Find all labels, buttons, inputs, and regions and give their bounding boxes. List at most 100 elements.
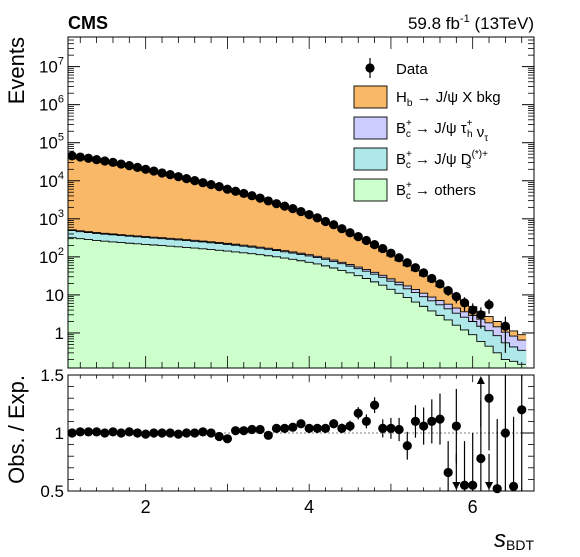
stack-bar (296, 260, 306, 368)
stack-bar (190, 248, 200, 368)
stack-bar (223, 251, 232, 368)
stack-bar (117, 242, 126, 368)
ratio-ticks: 0.5 1 1.5 (40, 366, 534, 501)
ratio-tick-label: 1 (55, 424, 64, 443)
data-point (353, 232, 363, 242)
ratio-point (157, 428, 167, 438)
x-tick-label: 2 (141, 497, 151, 517)
data-point (165, 170, 175, 180)
stack-bar (509, 346, 519, 368)
legend-label-part: s (466, 160, 471, 171)
experiment-label: CMS (68, 13, 108, 33)
data-point (304, 210, 314, 220)
stack-bar (108, 241, 118, 368)
stack-bar (247, 253, 257, 368)
stack-bar (157, 245, 167, 368)
ratio-point (443, 467, 453, 478)
stack-outline (68, 237, 526, 365)
data-point (459, 298, 470, 308)
data-point (247, 191, 257, 201)
data-point (108, 157, 118, 167)
ratio-point (141, 429, 151, 439)
data-point (198, 178, 208, 188)
ratio-arrow-up (476, 376, 485, 384)
data-point (141, 164, 151, 174)
y-tick-base: 10 (39, 172, 58, 191)
ratio-point (288, 422, 298, 432)
ratio-point (247, 424, 257, 435)
stack-bar (493, 352, 502, 368)
data-point (190, 175, 200, 186)
data-point (75, 152, 85, 162)
stack-bar (264, 255, 273, 368)
ratio-point (427, 416, 437, 426)
ratio-point (173, 429, 183, 439)
legend-series-label: B+ c → J/ψ τ+ h ντ (396, 118, 488, 144)
ratio-point (198, 427, 208, 437)
stack-bar (68, 237, 77, 368)
stack-bar (509, 361, 519, 368)
legend-label-part: B (396, 151, 406, 168)
y-tick-label: 106 (39, 94, 64, 115)
y-tick-base: 10 (39, 58, 58, 77)
data-point (337, 224, 347, 234)
y-tick-exponent: 3 (58, 208, 64, 220)
lumi-energy: (13TeV) (470, 14, 534, 33)
legend-label-part: + (406, 118, 412, 129)
ratio-point (492, 484, 502, 494)
legend-data-label: Data (396, 61, 428, 78)
legend-series-label: B+ c → others (396, 180, 476, 202)
data-point (149, 166, 159, 176)
stack-bar (288, 259, 298, 368)
lumi-value: 59.8 fb (408, 14, 460, 33)
ratio-point (329, 419, 339, 429)
ratio-point (484, 393, 494, 403)
legend-label-part: c (406, 129, 411, 140)
ratio-point (517, 405, 527, 415)
x-axis-title: sBDT (494, 526, 534, 553)
data-point (320, 216, 331, 227)
stack-bar (305, 262, 314, 368)
stack-bar (427, 310, 437, 368)
y-axis-title-top: Events (4, 37, 29, 104)
ratio-point (508, 481, 519, 491)
ratio-point (280, 423, 290, 433)
data-point (443, 285, 453, 296)
stack-bar (345, 272, 355, 368)
legend-label-part: (*)+ (472, 149, 489, 160)
x-tick-label: 4 (304, 497, 314, 517)
ratio-point (214, 431, 224, 442)
stack-histogram (68, 157, 527, 368)
stack-outline (68, 230, 526, 351)
data-point (92, 154, 102, 165)
legend-label-part: B (396, 120, 406, 137)
ratio-point (451, 421, 461, 431)
ratio-point (312, 423, 322, 433)
stack-layer-0 (68, 237, 527, 368)
stack-bar (280, 258, 290, 368)
stack-bar (321, 265, 331, 368)
legend-label-part: → J/ψ τ (411, 120, 467, 137)
legend-swatch (353, 147, 388, 171)
data-point (230, 186, 241, 196)
ratio-point (271, 423, 282, 433)
legend-swatch (353, 85, 388, 109)
y-tick-label: 104 (39, 170, 64, 191)
data-point (500, 321, 510, 331)
ratio-point (369, 400, 380, 410)
stack-bar (149, 244, 159, 368)
data-point (468, 305, 478, 315)
y-tick-base: 10 (39, 210, 58, 229)
y-tick-exponent: 2 (58, 246, 64, 258)
data-point (361, 235, 372, 246)
legend-swatch (353, 178, 388, 202)
stack-bar (476, 341, 486, 368)
ratio-tick-label: 0.5 (40, 482, 64, 501)
data-point (484, 300, 494, 310)
stack-bar (76, 238, 85, 368)
luminosity-label: 59.8 fb-1 (13TeV) (408, 13, 534, 33)
ratio-arrow-down (452, 482, 461, 490)
ratio-point (230, 426, 241, 436)
